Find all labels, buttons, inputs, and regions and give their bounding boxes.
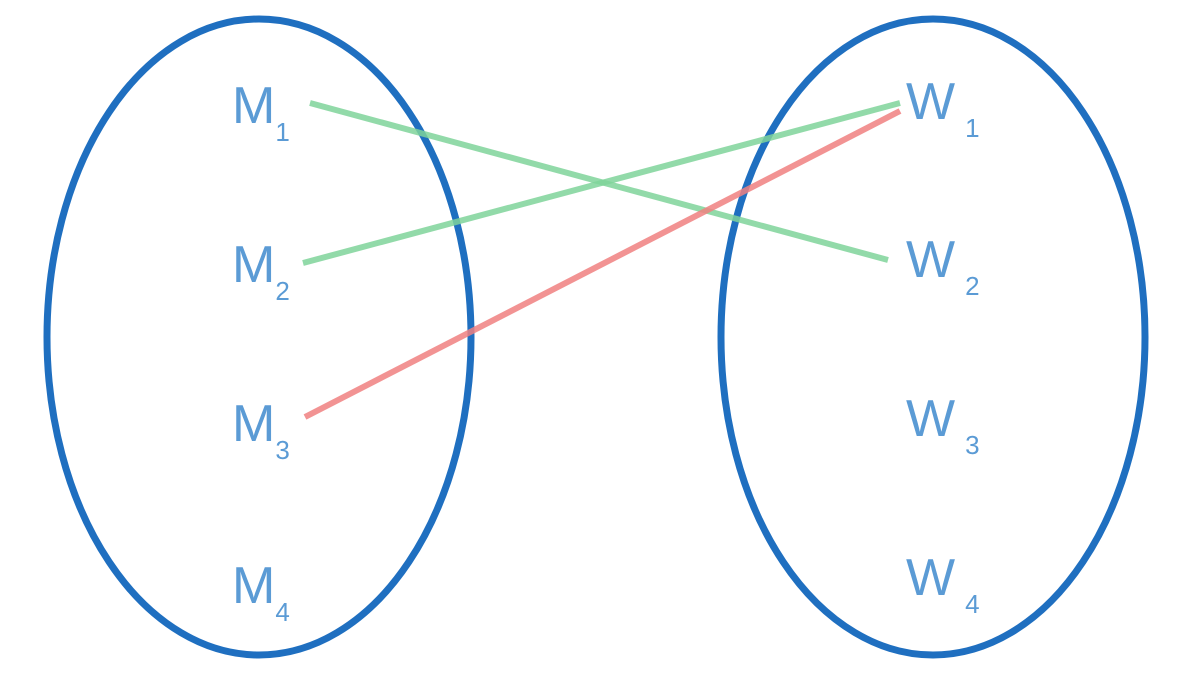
edge-m2-w1 [302, 100, 901, 266]
node-w1-subscript: 1 [965, 113, 980, 143]
node-m4: M4 [232, 557, 290, 625]
node-w1-letter: W [906, 73, 956, 131]
node-m2-letter: M [232, 236, 276, 294]
node-w4-letter: W [906, 549, 956, 607]
node-m2: M2 [232, 236, 290, 304]
edges-layer [302, 100, 902, 420]
node-w2-subscript: 2 [965, 271, 980, 301]
edge-m3-w1 [303, 108, 902, 420]
node-w2-letter: W [906, 231, 956, 289]
node-m1-letter: M [232, 77, 276, 135]
node-m1: M1 [232, 77, 290, 145]
node-m3: M3 [232, 395, 290, 463]
node-m3-letter: M [232, 395, 276, 453]
node-w3-subscript: 3 [965, 430, 980, 460]
node-w4-subscript: 4 [965, 589, 980, 619]
left-set-ellipse [43, 15, 475, 659]
node-m3-subscript: 3 [275, 435, 290, 465]
node-w3-letter: W [906, 390, 956, 448]
node-m2-subscript: 2 [275, 276, 290, 306]
node-m4-subscript: 4 [275, 597, 290, 627]
node-m1-subscript: 1 [275, 117, 290, 147]
right-set-ellipse [717, 15, 1149, 659]
node-m4-letter: M [232, 557, 276, 615]
